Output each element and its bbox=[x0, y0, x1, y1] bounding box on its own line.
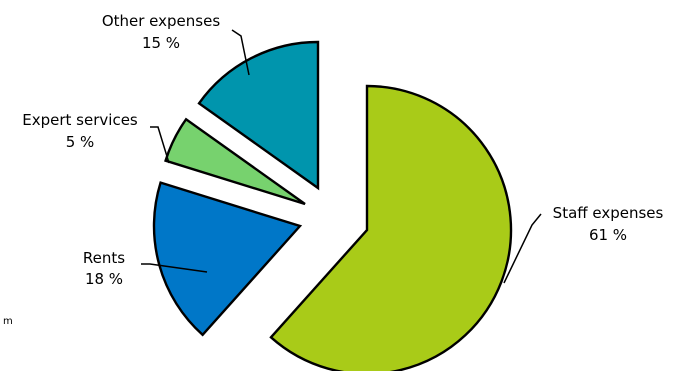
leader-line-rents bbox=[141, 263, 208, 273]
pie-slice-staff-expenses bbox=[269, 84, 513, 371]
slice-label-rents: Rents bbox=[83, 249, 125, 267]
slice-value-label-rents: 18 % bbox=[85, 270, 123, 288]
slice-label-expert-services: Expert services bbox=[22, 111, 138, 129]
slice-labels: Staff expenses 61 % Rents 18 % Expert servic… bbox=[22, 12, 663, 288]
slice-value-label-expert-services: 5 % bbox=[66, 133, 95, 151]
pie-slice-rents bbox=[152, 181, 303, 337]
slice-value-label-staff-expenses: 61 % bbox=[589, 226, 627, 244]
slice-label-staff-expenses: Staff expenses bbox=[553, 204, 664, 222]
pie-slice-expert-services bbox=[164, 117, 306, 206]
pie-slices bbox=[152, 40, 513, 371]
leader-line-other-expenses bbox=[231, 29, 250, 76]
leader-line-expert-services bbox=[150, 126, 170, 164]
slice-value-label-other-expenses: 15 % bbox=[142, 34, 180, 52]
leader-line-staff-expenses bbox=[503, 213, 542, 284]
corner-text: m bbox=[3, 316, 13, 327]
label-leader-lines bbox=[141, 29, 542, 284]
slice-label-other-expenses: Other expenses bbox=[102, 12, 221, 30]
pie-slice-other-expenses bbox=[197, 40, 320, 191]
